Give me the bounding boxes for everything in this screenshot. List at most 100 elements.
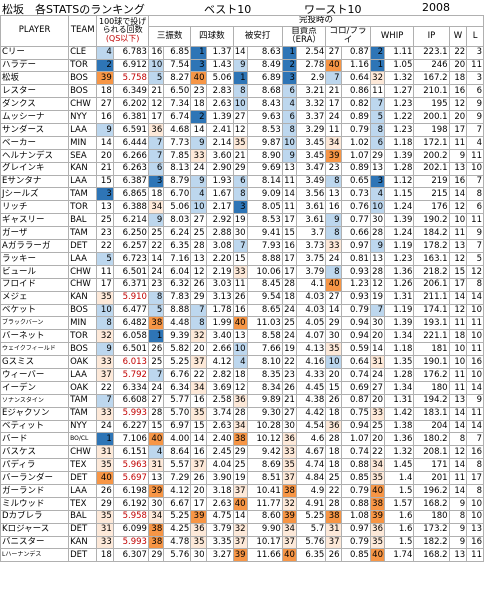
- cell-gf-val: 1.07: [340, 148, 371, 163]
- cell-h-val: 8.05: [246, 200, 283, 215]
- cell-bb-val: 2.66: [205, 342, 234, 357]
- cell-ip: 223.1: [413, 45, 450, 60]
- cell-er-val: 5.25: [295, 509, 327, 524]
- table-row: Eサンタナ LAA 15 6.387 3 8.79 9 1.93 6 8.14 11 3.49 8 0.6…: [0, 174, 484, 189]
- cell-gf-val: 1.08: [340, 509, 371, 524]
- cell-pitch-val: 6.192: [112, 496, 149, 511]
- cell-er-val: 3.45: [295, 148, 327, 163]
- cell-l: 10: [466, 161, 484, 176]
- cell-w: 18: [448, 329, 468, 344]
- cell-pitch-rank: 22: [96, 239, 114, 253]
- cell-pitch-val: 6.151: [112, 445, 149, 460]
- cell-h-rank: 14: [232, 45, 248, 60]
- cell-er-rank: 21: [281, 393, 297, 408]
- cell-gf-val: 1.16: [340, 58, 371, 73]
- cell-team: TEX: [68, 496, 98, 511]
- cell-h-val: 11.03: [246, 316, 283, 331]
- cell-l: 8: [466, 187, 484, 202]
- header-ip: IP: [413, 26, 450, 47]
- cell-h-rank: 6: [232, 174, 248, 189]
- cell-ip: 201: [413, 471, 450, 485]
- cell-bb-val: 2.40: [205, 432, 234, 447]
- cell-pitch-val: 6.501: [112, 342, 149, 357]
- cell-so-val: 4.12: [163, 483, 192, 498]
- cell-h-val: 8.51: [246, 471, 283, 485]
- table-row: ガーランド LAA 26 6.198 39 4.12 20 3.18 37 10.41 38 4.9 2…: [0, 483, 484, 498]
- cell-pitch-rank: 1: [96, 432, 114, 447]
- cell-w: 18: [448, 71, 468, 86]
- table-row: 松坂 BOS 39 5.758 5 8.27 40 5.06 1 6.89 3 2.9 7 0.64 32 1…: [0, 71, 484, 86]
- cell-so-rank: 36: [147, 123, 165, 137]
- table-row: ソナンスタイン TAM 7 6.608 27 5.77 16 2.58 36 9.89 21 4.38…: [0, 393, 484, 408]
- cell-player: Dカブレラ: [0, 509, 70, 524]
- cell-bb-rank: 30: [190, 548, 207, 563]
- cell-h-rank: 29: [232, 445, 248, 460]
- table-row: Dカブレラ BAL 35 5.958 34 5.25 39 4.75 14 8.60 39 5.25 3…: [0, 509, 484, 524]
- cell-so-rank: 28: [147, 406, 165, 421]
- cell-gf-val: 0.79: [340, 483, 371, 498]
- cell-bb-rank: 34: [190, 380, 207, 395]
- cell-l: 14: [466, 380, 484, 395]
- cell-h-val: 11.77: [246, 496, 283, 511]
- cell-ip: 210.1: [413, 84, 450, 99]
- cell-pitch-val: 6.307: [112, 548, 149, 563]
- table-row: Kロジャース DET 31 6.099 38 4.25 36 3.79 32 9.90 34 5.7 3…: [0, 522, 484, 537]
- cell-pitch-val: 6.013: [112, 355, 149, 369]
- cell-pitch-rank: 10: [96, 303, 114, 318]
- cell-er-rank: 8: [281, 123, 297, 137]
- cell-whip-val: 1.12: [383, 174, 415, 189]
- cell-gf-val: 0.88: [340, 496, 371, 511]
- cell-w: 17: [448, 123, 468, 137]
- cell-w: 13: [448, 161, 468, 176]
- cell-gf-rank: 23: [325, 161, 342, 176]
- cell-w: 11: [448, 226, 468, 241]
- cell-h-rank: 9: [232, 58, 248, 73]
- cell-h-rank: 12: [232, 123, 248, 137]
- cell-l: 11: [466, 342, 484, 357]
- cell-h-rank: 38: [232, 432, 248, 447]
- cell-gf-val: 0.77: [340, 213, 371, 228]
- cell-l: 17: [466, 471, 484, 485]
- cell-h-val: 7.66: [246, 342, 283, 357]
- cell-er-rank: 9: [281, 148, 297, 163]
- cell-w: 14: [448, 406, 468, 421]
- cell-l: 6: [466, 84, 484, 99]
- cell-gf-rank: 8: [325, 264, 342, 279]
- cell-h-rank: 8: [232, 84, 248, 99]
- table-row: ミルウッド TEX 29 6.192 30 6.67 17 2.63 40 11.77 32 4.91…: [0, 496, 484, 511]
- cell-gf-val: 0.94: [340, 419, 371, 434]
- cell-h-rank: 33: [232, 264, 248, 279]
- cell-so-val: 6.67: [163, 496, 192, 511]
- table-row: ベーカー MIN 14 6.444 7 7.73 9 2.14 35 9.87 10 3.45 34 1.…: [0, 135, 484, 150]
- cell-er-val: 5.76: [295, 535, 327, 550]
- cell-gf-rank: 15: [325, 380, 342, 395]
- cell-team: KAN: [68, 290, 98, 305]
- cell-bb-val: 2.19: [205, 264, 234, 279]
- cell-er-rank: 2: [281, 58, 297, 73]
- cell-pitch-rank: 31: [96, 445, 114, 460]
- cell-team: CHW: [68, 264, 98, 279]
- cell-er-rank: 16: [281, 239, 297, 253]
- cell-h-rank: 19: [232, 213, 248, 228]
- cell-w: 9: [448, 535, 468, 550]
- cell-whip-rank: 3: [369, 174, 386, 189]
- cell-l: 9: [466, 110, 484, 125]
- table-row: Jシールズ TAM 3 6.865 18 6.70 4 1.67 8 9.09 14 3.56 13 0.…: [0, 187, 484, 202]
- cell-whip-rank: 13: [369, 161, 386, 176]
- cell-er-rank: 33: [281, 445, 297, 460]
- cell-so-rank: 16: [147, 45, 165, 60]
- cell-player: ガーランド: [0, 483, 70, 498]
- cell-player: Lハーナンデス: [0, 548, 70, 563]
- cell-er-rank: 26: [281, 380, 297, 395]
- cell-pitch-val: 6.099: [112, 522, 149, 537]
- cell-whip-val: 1.26: [383, 277, 415, 292]
- cell-whip-rank: 32: [369, 71, 386, 86]
- cell-gf-val: 0.88: [340, 458, 371, 473]
- cell-gf-rank: 20: [325, 367, 342, 382]
- cell-player: Eジャクソン: [0, 406, 70, 421]
- cell-ip: 195: [413, 97, 450, 112]
- cell-pitch-rank: 5: [96, 251, 114, 266]
- cell-h-val: 9.42: [246, 445, 283, 460]
- cell-ip: 172.1: [413, 135, 450, 150]
- cell-gf-val: 0.87: [340, 45, 371, 60]
